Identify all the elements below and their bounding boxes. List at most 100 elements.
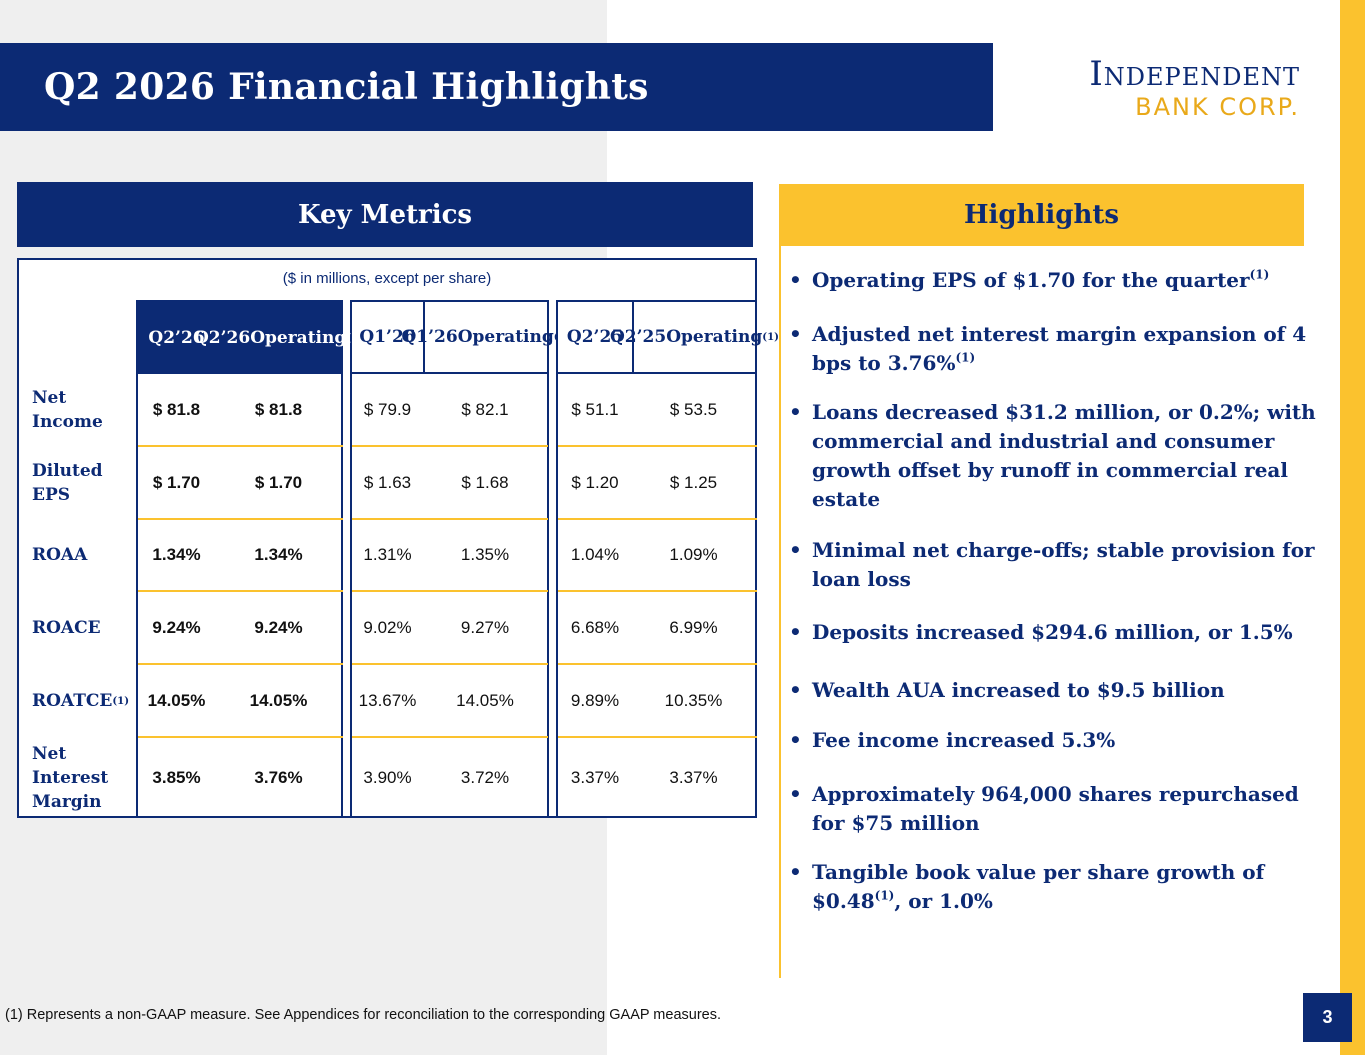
table-cell: 3.90% bbox=[363, 767, 412, 787]
row-divider bbox=[352, 590, 548, 592]
row-divider bbox=[138, 663, 343, 665]
highlight-text: Fee income increased 5.3% bbox=[812, 728, 1116, 752]
row-label: ROACE bbox=[32, 591, 132, 664]
column-header: Q1’26 bbox=[352, 302, 423, 374]
footnote-marker: (1) bbox=[874, 888, 895, 903]
table-cell: 9.24% bbox=[152, 617, 201, 637]
column-group-q1-26 bbox=[350, 300, 549, 818]
highlight-item: Adjusted net interest margin expansion o… bbox=[789, 320, 1319, 378]
column-header-label: Operating bbox=[250, 327, 347, 348]
column-header-label: Operating bbox=[457, 326, 554, 347]
table-cell: 9.24% bbox=[254, 617, 303, 637]
footnote-marker: (1) bbox=[1249, 267, 1270, 282]
page-title: Q2 2026 Financial Highlights bbox=[44, 66, 649, 108]
table-cell: $ 1.63 bbox=[363, 473, 412, 492]
key-metrics-header: Key Metrics bbox=[17, 182, 753, 247]
column-header: Q2’25 Operating (1) bbox=[610, 302, 779, 374]
highlight-text: Wealth AUA increased to $9.5 billion bbox=[812, 678, 1225, 702]
column-group-q2-25 bbox=[556, 300, 757, 818]
table-cell: 10.35% bbox=[664, 690, 723, 710]
table-cell: 1.34% bbox=[254, 545, 303, 564]
table-cell: $ 82.1 bbox=[461, 400, 509, 419]
column-header-label: Q2’26 bbox=[194, 327, 251, 348]
highlight-text-tail: , or 1.0% bbox=[894, 889, 993, 913]
table-cell: $ 51.1 bbox=[571, 400, 619, 419]
row-label-text: Net Interest Margin bbox=[32, 743, 109, 812]
table-cell: 1.35% bbox=[460, 545, 510, 564]
row-divider bbox=[138, 445, 343, 447]
footnote-marker: (1) bbox=[955, 350, 976, 365]
highlight-item: Loans decreased $31.2 million, or 0.2%; … bbox=[789, 398, 1319, 514]
table-cell: 13.67% bbox=[358, 690, 417, 710]
highlight-item: Wealth AUA increased to $9.5 billion bbox=[789, 676, 1319, 705]
column-header: Q2’26 bbox=[138, 302, 215, 374]
row-divider bbox=[558, 590, 757, 592]
row-label-text: Net Income bbox=[32, 388, 103, 432]
right-accent-stripe bbox=[1340, 0, 1365, 1055]
column-group-q2-26 bbox=[136, 300, 343, 818]
table-cell: 14.05% bbox=[249, 690, 308, 710]
highlight-text: Adjusted net interest margin expansion o… bbox=[812, 322, 1307, 375]
table-caption: ($ in millions, except per share) bbox=[282, 270, 492, 287]
table-cell: 1.04% bbox=[570, 545, 620, 564]
table-cell: $ 1.20 bbox=[571, 473, 619, 492]
table-cell: 1.34% bbox=[152, 545, 201, 564]
highlight-item: Operating EPS of $1.70 for the quarter(1… bbox=[789, 266, 1319, 295]
column-header-label: Q1’26 bbox=[401, 326, 458, 347]
row-divider bbox=[352, 445, 548, 447]
highlight-text: Loans decreased $31.2 million, or 0.2%; … bbox=[812, 400, 1316, 511]
table-cell: 9.02% bbox=[363, 617, 412, 637]
table-cell: 3.37% bbox=[669, 767, 718, 787]
table-cell: 6.68% bbox=[570, 617, 620, 637]
row-divider bbox=[558, 663, 757, 665]
row-divider bbox=[558, 736, 757, 738]
table-cell: $ 81.8 bbox=[254, 400, 303, 419]
row-divider bbox=[138, 590, 343, 592]
highlight-text: Tangible book value per share growth of … bbox=[812, 860, 1265, 913]
highlight-text: Operating EPS of $1.70 for the quarter bbox=[812, 268, 1250, 292]
table-cell: 3.85% bbox=[152, 767, 201, 787]
title-bar: Q2 2026 Financial Highlights bbox=[0, 43, 993, 131]
logo-subtitle: BANK CORP. bbox=[1135, 93, 1300, 121]
table-cell: 3.72% bbox=[460, 767, 510, 787]
highlights-header: Highlights bbox=[779, 184, 1304, 246]
table-cell: 6.99% bbox=[669, 617, 718, 637]
row-label: Diluted EPS bbox=[32, 447, 132, 519]
highlights-divider bbox=[779, 246, 781, 978]
row-divider bbox=[558, 518, 757, 520]
table-cell: 9.89% bbox=[570, 690, 620, 710]
footnote: (1) Represents a non-GAAP measure. See A… bbox=[5, 1007, 721, 1023]
table-cell: 3.37% bbox=[570, 767, 620, 787]
highlight-item: Approximately 964,000 shares repurchased… bbox=[789, 780, 1319, 838]
table-cell: 14.05% bbox=[456, 690, 514, 710]
row-label: ROATCE (1) bbox=[32, 690, 130, 711]
table-cell: $ 1.68 bbox=[461, 473, 509, 492]
row-divider bbox=[138, 518, 343, 520]
highlight-item: Minimal net charge-offs; stable provisio… bbox=[789, 536, 1319, 594]
column-header-label: Q1’26 bbox=[359, 326, 416, 347]
table-cell: 14.05% bbox=[147, 690, 206, 710]
row-divider bbox=[558, 445, 757, 447]
bank-logo: Independent BANK CORP. bbox=[1030, 55, 1300, 121]
row-label: Net Interest Margin bbox=[32, 737, 132, 818]
table-cell: $ 53.5 bbox=[669, 400, 718, 419]
table-cell: $ 81.8 bbox=[152, 400, 201, 419]
table-cell: 1.31% bbox=[363, 545, 412, 564]
row-divider bbox=[138, 736, 343, 738]
table-cell: $ 1.70 bbox=[254, 473, 303, 492]
table-cell: $ 1.70 bbox=[152, 473, 201, 492]
row-divider bbox=[352, 518, 548, 520]
table-cell: 3.76% bbox=[254, 767, 303, 787]
highlight-item: Deposits increased $294.6 million, or 1.… bbox=[789, 618, 1319, 647]
page-number: 3 bbox=[1303, 993, 1352, 1042]
logo-wordmark: Independent bbox=[1089, 54, 1300, 94]
highlight-item: Fee income increased 5.3% bbox=[789, 726, 1319, 755]
column-header: Q2’25 bbox=[558, 302, 632, 374]
column-header-label: Q2’25 bbox=[610, 326, 667, 347]
table-cell: $ 79.9 bbox=[363, 400, 412, 419]
highlight-text: Deposits increased $294.6 million, or 1.… bbox=[812, 620, 1293, 644]
row-label: ROAA bbox=[32, 519, 132, 591]
highlight-text: Minimal net charge-offs; stable provisio… bbox=[812, 538, 1315, 591]
column-header-label: Q2’25 bbox=[566, 326, 624, 347]
